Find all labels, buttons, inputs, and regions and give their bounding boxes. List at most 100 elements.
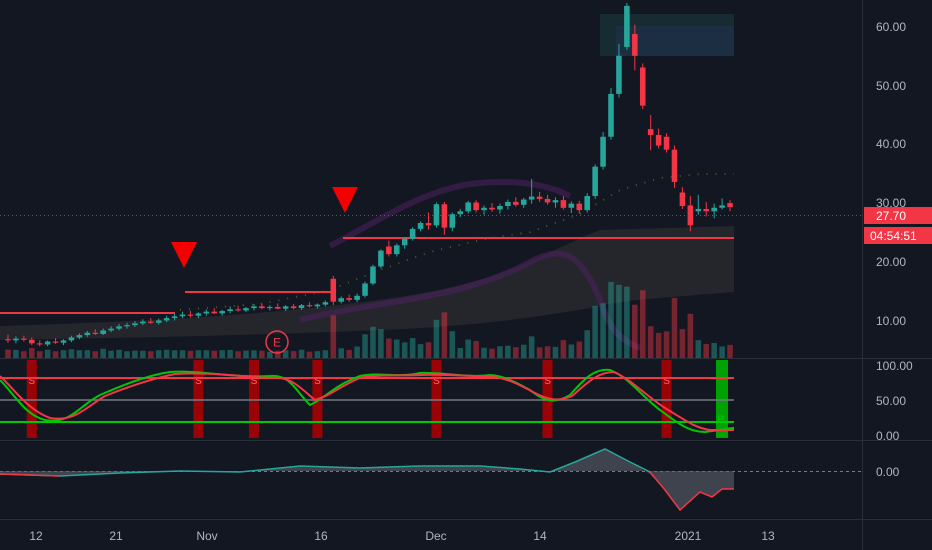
candle-body[interactable]: [195, 313, 202, 316]
candle-body[interactable]: [695, 208, 702, 212]
candle-body[interactable]: [457, 211, 464, 215]
candle-body[interactable]: [711, 207, 717, 212]
candle-body[interactable]: [727, 203, 733, 208]
candle-body[interactable]: [608, 93, 614, 137]
candle-body[interactable]: [330, 278, 337, 302]
sell-signal-triangle-1[interactable]: [171, 242, 197, 268]
candle-body[interactable]: [441, 204, 448, 228]
candle-body[interactable]: [592, 166, 598, 197]
candle-body[interactable]: [568, 203, 575, 208]
candle-body[interactable]: [505, 201, 511, 206]
candle-body[interactable]: [92, 332, 99, 334]
candle-body[interactable]: [60, 340, 67, 343]
candle-body[interactable]: [274, 306, 281, 309]
candle-body[interactable]: [84, 332, 91, 336]
candle-body[interactable]: [647, 129, 654, 135]
candle-body[interactable]: [600, 136, 606, 167]
candle-body[interactable]: [354, 295, 360, 300]
candle-body[interactable]: [433, 204, 440, 226]
candle-body[interactable]: [44, 341, 51, 345]
candle-body[interactable]: [108, 328, 114, 331]
candle-body[interactable]: [132, 323, 138, 326]
candle-body[interactable]: [235, 309, 241, 311]
candle-body[interactable]: [513, 201, 519, 205]
candle-body[interactable]: [425, 223, 432, 226]
candle-body[interactable]: [5, 339, 11, 341]
candle-body[interactable]: [536, 196, 543, 199]
candle-body[interactable]: [417, 223, 424, 229]
sell-signal-triangle-2[interactable]: [332, 187, 358, 213]
candle-body[interactable]: [401, 238, 408, 246]
candle-body[interactable]: [393, 245, 400, 255]
time-axis[interactable]: 12 21 Nov 16 Dec 14 2021 13: [29, 529, 775, 543]
candle-body[interactable]: [346, 298, 352, 300]
candle-body[interactable]: [520, 199, 527, 205]
main-price-pane[interactable]: E: [0, 2, 862, 358]
candle-body[interactable]: [560, 200, 567, 208]
candle-body[interactable]: [703, 208, 710, 212]
stochastic-axis[interactable]: 100.00 50.00 0.00: [876, 359, 913, 443]
candle-body[interactable]: [251, 306, 257, 309]
candle-body[interactable]: [719, 205, 725, 208]
candle-body[interactable]: [632, 34, 638, 56]
candle-body[interactable]: [473, 202, 479, 211]
candle-body[interactable]: [21, 338, 27, 340]
candle-body[interactable]: [338, 298, 345, 302]
candle-body[interactable]: [187, 314, 194, 316]
candle-body[interactable]: [282, 306, 289, 309]
candle-body[interactable]: [528, 196, 535, 200]
candle-body[interactable]: [663, 136, 670, 150]
candle-body[interactable]: [584, 196, 590, 211]
candle-body[interactable]: [481, 207, 487, 211]
candle-body[interactable]: [306, 305, 313, 307]
candle-body[interactable]: [465, 202, 471, 212]
candle-body[interactable]: [227, 309, 233, 312]
candle-body[interactable]: [171, 316, 178, 319]
candle-body[interactable]: [179, 314, 186, 317]
candle-body[interactable]: [314, 304, 321, 307]
candle-body[interactable]: [28, 339, 35, 344]
candle-body[interactable]: [124, 325, 130, 327]
candle-body[interactable]: [378, 250, 384, 267]
candle-body[interactable]: [386, 246, 392, 255]
candle-body[interactable]: [219, 311, 225, 314]
candle-body[interactable]: [267, 306, 273, 309]
candle-body[interactable]: [639, 67, 646, 106]
candle-body[interactable]: [140, 321, 146, 324]
candle-body[interactable]: [687, 205, 694, 226]
candle-body[interactable]: [544, 198, 551, 203]
candle-body[interactable]: [298, 305, 305, 309]
candle-body[interactable]: [211, 311, 218, 314]
candle-body[interactable]: [624, 5, 630, 47]
candle-body[interactable]: [679, 192, 686, 206]
candle-body[interactable]: [259, 306, 265, 309]
candle-body[interactable]: [76, 335, 83, 338]
candle-body[interactable]: [116, 326, 122, 329]
candle-body[interactable]: [655, 134, 662, 146]
price-axis[interactable]: 60.00 50.00 40.00 30.00 20.00 10.00 27.7…: [864, 20, 932, 328]
candle-body[interactable]: [552, 200, 559, 203]
momentum-axis[interactable]: 0.00: [876, 465, 900, 479]
candle-body[interactable]: [52, 341, 59, 343]
candle-body[interactable]: [155, 320, 162, 323]
candle-body[interactable]: [362, 283, 368, 296]
candle-body[interactable]: [100, 330, 106, 334]
candle-body[interactable]: [148, 321, 154, 323]
candle-body[interactable]: [409, 228, 416, 239]
candle-body[interactable]: [449, 214, 456, 228]
candle-body[interactable]: [13, 338, 19, 341]
candle-body[interactable]: [163, 318, 170, 321]
candle-body[interactable]: [671, 149, 678, 182]
candle-body[interactable]: [290, 306, 297, 309]
earnings-marker[interactable]: [265, 330, 289, 354]
momentum-pane[interactable]: [0, 448, 862, 512]
candle-body[interactable]: [497, 205, 503, 210]
candle-body[interactable]: [68, 337, 75, 341]
stochastic-pane[interactable]: S S S S S S S B: [0, 360, 735, 438]
candle-body[interactable]: [489, 207, 495, 210]
candle-body[interactable]: [576, 203, 583, 211]
candle-body[interactable]: [616, 55, 622, 94]
candle-body[interactable]: [370, 266, 376, 284]
candle-body[interactable]: [322, 302, 329, 305]
candle-body[interactable]: [243, 308, 249, 311]
